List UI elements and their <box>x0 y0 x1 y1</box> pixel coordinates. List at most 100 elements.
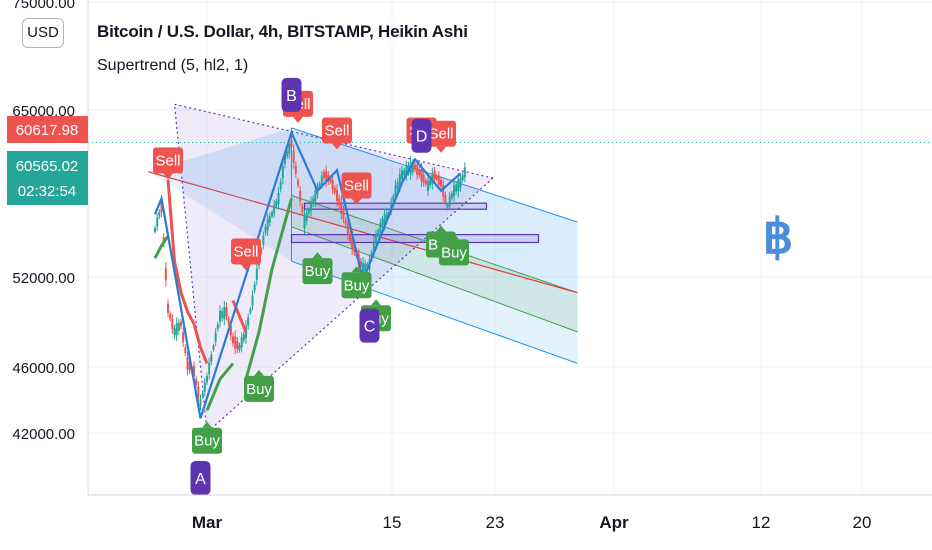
signal-box <box>231 238 261 265</box>
candle-body <box>331 180 334 190</box>
candle-body <box>156 217 159 227</box>
candle-body <box>158 211 161 217</box>
signal-text: Buy <box>305 263 331 280</box>
candle-body <box>169 313 172 319</box>
signal-text: Buy <box>246 381 272 398</box>
signal-arrow <box>202 421 212 428</box>
signal-text: Buy <box>441 244 467 261</box>
candle-body <box>299 190 302 201</box>
candle-body <box>459 178 462 188</box>
candle-body <box>240 337 243 348</box>
candle-body <box>437 175 440 185</box>
candle-body <box>396 181 399 189</box>
candle-body <box>453 185 455 197</box>
candle-body <box>463 167 466 178</box>
candle-body <box>236 341 239 350</box>
buy-signal-label: Buy <box>244 369 274 402</box>
sell-signal-label: Sell <box>231 238 261 271</box>
badge-bg <box>7 151 88 205</box>
candle-body <box>383 213 386 225</box>
signal-arrow <box>449 233 459 240</box>
badge-countdown: 02:32:54 <box>18 183 76 200</box>
signal-text: Sell <box>344 178 369 195</box>
candle-body <box>427 180 429 191</box>
candle-body <box>180 321 182 327</box>
triangle-lower-edge <box>206 177 494 433</box>
x-tick-label: 15 <box>383 513 402 532</box>
candle-body <box>281 166 284 179</box>
candle-body <box>210 354 213 362</box>
y-tick-label: 42000.00 <box>12 426 75 443</box>
sell-signal-label: Sell <box>426 120 456 153</box>
candle-body <box>251 295 254 306</box>
candle-body <box>381 219 384 226</box>
candle-body <box>249 309 252 314</box>
candle-body <box>173 328 176 336</box>
badge-text: 60565.02 <box>16 158 79 175</box>
signal-box <box>244 375 274 402</box>
candle-body <box>277 193 280 204</box>
channel-inner-fill <box>291 195 578 332</box>
candle-body <box>442 185 445 197</box>
pattern-point-b: B <box>281 77 302 112</box>
pattern-point-d: D <box>411 118 432 153</box>
candle-body <box>420 168 423 181</box>
candle-body <box>405 165 408 176</box>
range-rectangle <box>303 202 488 210</box>
candle-body <box>195 378 198 385</box>
candle-body <box>208 363 211 375</box>
chart-marks: ฿SellBuySellBuySellBuySellSellBuyBuySell… <box>88 77 932 495</box>
candle-body <box>238 345 241 351</box>
candle-body <box>297 180 299 186</box>
candle-body <box>264 226 267 233</box>
candle-body <box>154 227 156 232</box>
buy-signal-label: Buy <box>341 266 372 299</box>
candle-body <box>398 174 401 187</box>
sell-signal-label: Sell <box>153 147 183 180</box>
y-tick-label: 46000.00 <box>12 360 75 377</box>
zigzag-line <box>153 129 462 419</box>
signal-box <box>439 239 469 266</box>
signal-text: Buy <box>344 277 370 294</box>
candle-body <box>379 222 382 232</box>
sell-signal-label: Sell <box>341 172 372 205</box>
supertrend-down-line <box>231 300 248 333</box>
indicator-legend[interactable]: Supertrend (5, hl2, 1) <box>97 57 249 74</box>
candle-body <box>288 143 291 154</box>
signal-text: Buy <box>194 433 220 450</box>
candle-body <box>351 236 354 249</box>
signal-box <box>192 427 222 454</box>
channel-lower-line <box>291 260 578 364</box>
candle-body <box>314 190 317 202</box>
candle-body <box>323 171 325 178</box>
candle-body <box>266 219 269 231</box>
candle-body <box>385 213 388 221</box>
candle-body <box>407 165 410 173</box>
candle-body <box>414 164 416 170</box>
candle-body <box>284 154 286 164</box>
candle-body <box>292 150 295 163</box>
candle-body <box>234 336 237 349</box>
candle-body <box>338 198 341 206</box>
candle-body <box>229 325 232 336</box>
supertrend-up-line <box>205 362 235 411</box>
currency-button[interactable]: USD <box>22 18 64 48</box>
candle-body <box>390 201 393 211</box>
sell-signal-label: Sell <box>322 117 352 150</box>
signal-box <box>322 117 352 144</box>
candle-body <box>333 187 336 193</box>
pattern-point-box <box>190 460 211 495</box>
candle-body <box>394 185 397 197</box>
signal-arrow <box>254 369 264 376</box>
buy-signal-label: Buy <box>192 421 222 454</box>
candle-body <box>359 260 362 267</box>
candle-body <box>429 179 432 186</box>
candle-body <box>268 215 271 223</box>
signal-text: Sell <box>233 243 258 260</box>
signal-arrow <box>163 173 173 180</box>
candle-body <box>403 170 406 176</box>
candle-body <box>455 184 458 192</box>
candle-body <box>214 332 217 342</box>
candle-body <box>255 268 258 280</box>
